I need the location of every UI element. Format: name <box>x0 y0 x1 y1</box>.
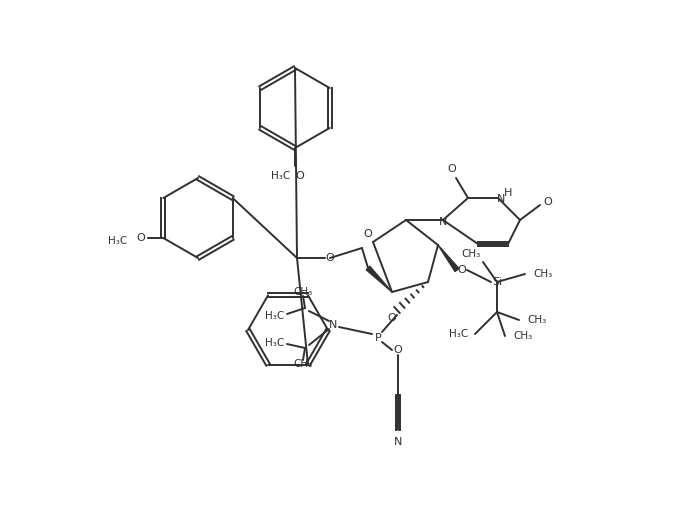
Text: N: N <box>394 437 402 447</box>
Text: CH₃: CH₃ <box>528 315 546 325</box>
Text: O: O <box>394 345 402 355</box>
Text: P: P <box>374 333 381 343</box>
Text: Si: Si <box>492 277 502 287</box>
Text: O: O <box>448 164 457 174</box>
Text: O: O <box>544 197 553 207</box>
Text: O: O <box>458 265 466 275</box>
Text: O: O <box>363 229 372 239</box>
Text: H₃C: H₃C <box>450 329 468 339</box>
Text: H: H <box>504 188 512 198</box>
Text: H₃C: H₃C <box>108 236 127 246</box>
Text: O: O <box>326 253 334 263</box>
Text: O: O <box>388 313 397 323</box>
Text: CH₃: CH₃ <box>533 269 553 279</box>
Text: N: N <box>438 217 448 227</box>
Text: H₃C: H₃C <box>271 171 291 181</box>
Text: CH₃: CH₃ <box>294 287 313 297</box>
Text: H₃C: H₃C <box>265 338 285 348</box>
Text: CH₃: CH₃ <box>514 331 532 341</box>
Text: H₃C: H₃C <box>265 311 285 321</box>
Text: N: N <box>497 194 505 204</box>
Text: CH₃: CH₃ <box>461 249 481 259</box>
Polygon shape <box>438 245 459 271</box>
Text: N: N <box>329 320 337 330</box>
Text: O: O <box>296 171 304 181</box>
Text: CH₃: CH₃ <box>294 359 313 369</box>
Text: O: O <box>136 233 145 243</box>
Polygon shape <box>366 266 392 292</box>
